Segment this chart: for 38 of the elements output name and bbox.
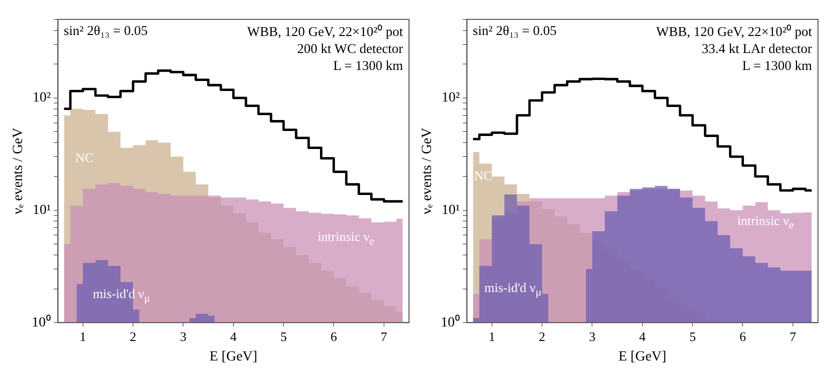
x-tick-label: 4 [230,328,238,344]
annotation: 33.4 kt LAr detector [700,40,812,58]
annotation: 200 kt WC detector [296,40,403,58]
x-tick-label: 7 [790,328,797,344]
y-axis-title: νₑ events / GeV [420,128,436,214]
y-tick-label: 10⁰ [440,314,460,330]
x-tick-label: 1 [488,328,496,344]
annotation: L = 1300 km [741,57,812,74]
y-axis-title: νₑ events / GeV [11,128,26,214]
y-tick-label: 10⁰ [32,314,51,330]
x-tick-label: 5 [280,328,287,344]
series-label: mis-id'd ν$_{μ}$ [92,286,150,305]
x-axis-title: E [GeV] [618,349,666,364]
x-tick-label: 4 [639,328,646,344]
series-label: intrinsic ν$_{e}$ [318,228,374,248]
series-label: NC [75,150,94,166]
y-tick-label: 10² [32,90,51,106]
x-tick-label: 7 [380,328,388,344]
x-axis-title: E [GeV] [209,349,258,364]
annotation: WBB, 120 GeV, 22×10²⁰ pot [247,23,403,40]
y-tick-label: 10¹ [32,202,51,218]
series-label: mis-id'd ν$_{μ}$ [484,280,542,299]
x-tick-label: 3 [180,328,186,344]
x-tick-label: 3 [588,328,596,344]
annotation: WBB, 120 GeV, 22×10²⁰ pot [656,23,812,40]
annotation: sin² 2θ₁₃ = 0.05 [64,23,148,40]
series-label: NC [474,168,492,184]
x-tick-label: 2 [130,328,136,344]
x-tick-label: 6 [330,328,338,344]
annotation: sin² 2θ₁₃ = 0.05 [472,23,557,40]
y-tick-label: 10¹ [442,202,460,218]
annotation: L = 1300 km [332,57,403,74]
series-label: intrinsic ν$_{e}$ [737,213,794,232]
y-tick-label: 10² [442,90,460,106]
x-tick-label: 1 [80,328,86,344]
x-tick-label: 6 [739,328,746,344]
x-tick-label: 5 [689,328,696,344]
x-tick-label: 2 [538,328,546,344]
